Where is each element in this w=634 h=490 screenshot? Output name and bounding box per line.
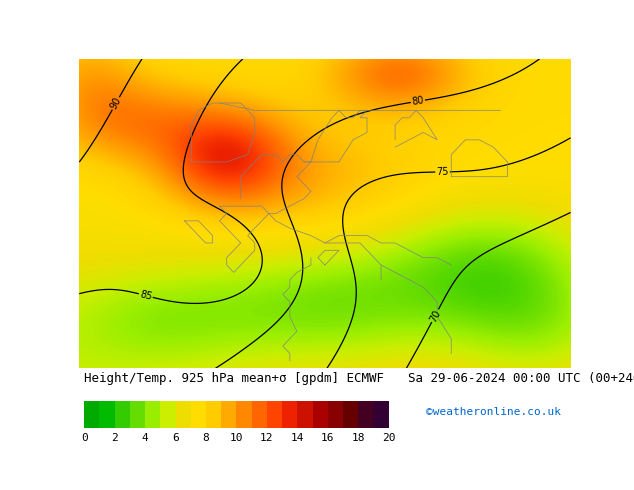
Text: 70: 70: [428, 308, 443, 323]
Text: 20: 20: [382, 433, 396, 443]
Bar: [206, 401, 221, 428]
Text: 16: 16: [321, 433, 335, 443]
Text: 4: 4: [142, 433, 148, 443]
Text: 18: 18: [352, 433, 365, 443]
Bar: [160, 401, 176, 428]
Bar: [358, 401, 373, 428]
Bar: [236, 401, 252, 428]
Text: 85: 85: [138, 289, 153, 302]
Text: 90: 90: [108, 96, 123, 111]
Text: 0: 0: [81, 433, 87, 443]
Text: 6: 6: [172, 433, 179, 443]
Bar: [328, 401, 343, 428]
Text: 14: 14: [290, 433, 304, 443]
Text: 10: 10: [230, 433, 243, 443]
Text: Sa 29-06-2024 00:00 UTC (00+240): Sa 29-06-2024 00:00 UTC (00+240): [408, 371, 634, 385]
Text: Height/Temp. 925 hPa mean+σ [gpdm] ECMWF: Height/Temp. 925 hPa mean+σ [gpdm] ECMWF: [84, 371, 384, 385]
Bar: [130, 401, 145, 428]
Bar: [313, 401, 328, 428]
Bar: [84, 401, 100, 428]
Text: 2: 2: [111, 433, 118, 443]
Bar: [100, 401, 115, 428]
Bar: [267, 401, 282, 428]
Text: ©weatheronline.co.uk: ©weatheronline.co.uk: [426, 407, 561, 417]
Text: 12: 12: [260, 433, 274, 443]
Bar: [343, 401, 358, 428]
Bar: [373, 401, 389, 428]
Text: 75: 75: [436, 167, 449, 177]
Bar: [115, 401, 130, 428]
Bar: [191, 401, 206, 428]
Text: 8: 8: [203, 433, 209, 443]
Bar: [282, 401, 297, 428]
Bar: [176, 401, 191, 428]
Text: 80: 80: [411, 96, 425, 107]
Bar: [297, 401, 313, 428]
Bar: [145, 401, 160, 428]
Bar: [221, 401, 236, 428]
Bar: [252, 401, 267, 428]
